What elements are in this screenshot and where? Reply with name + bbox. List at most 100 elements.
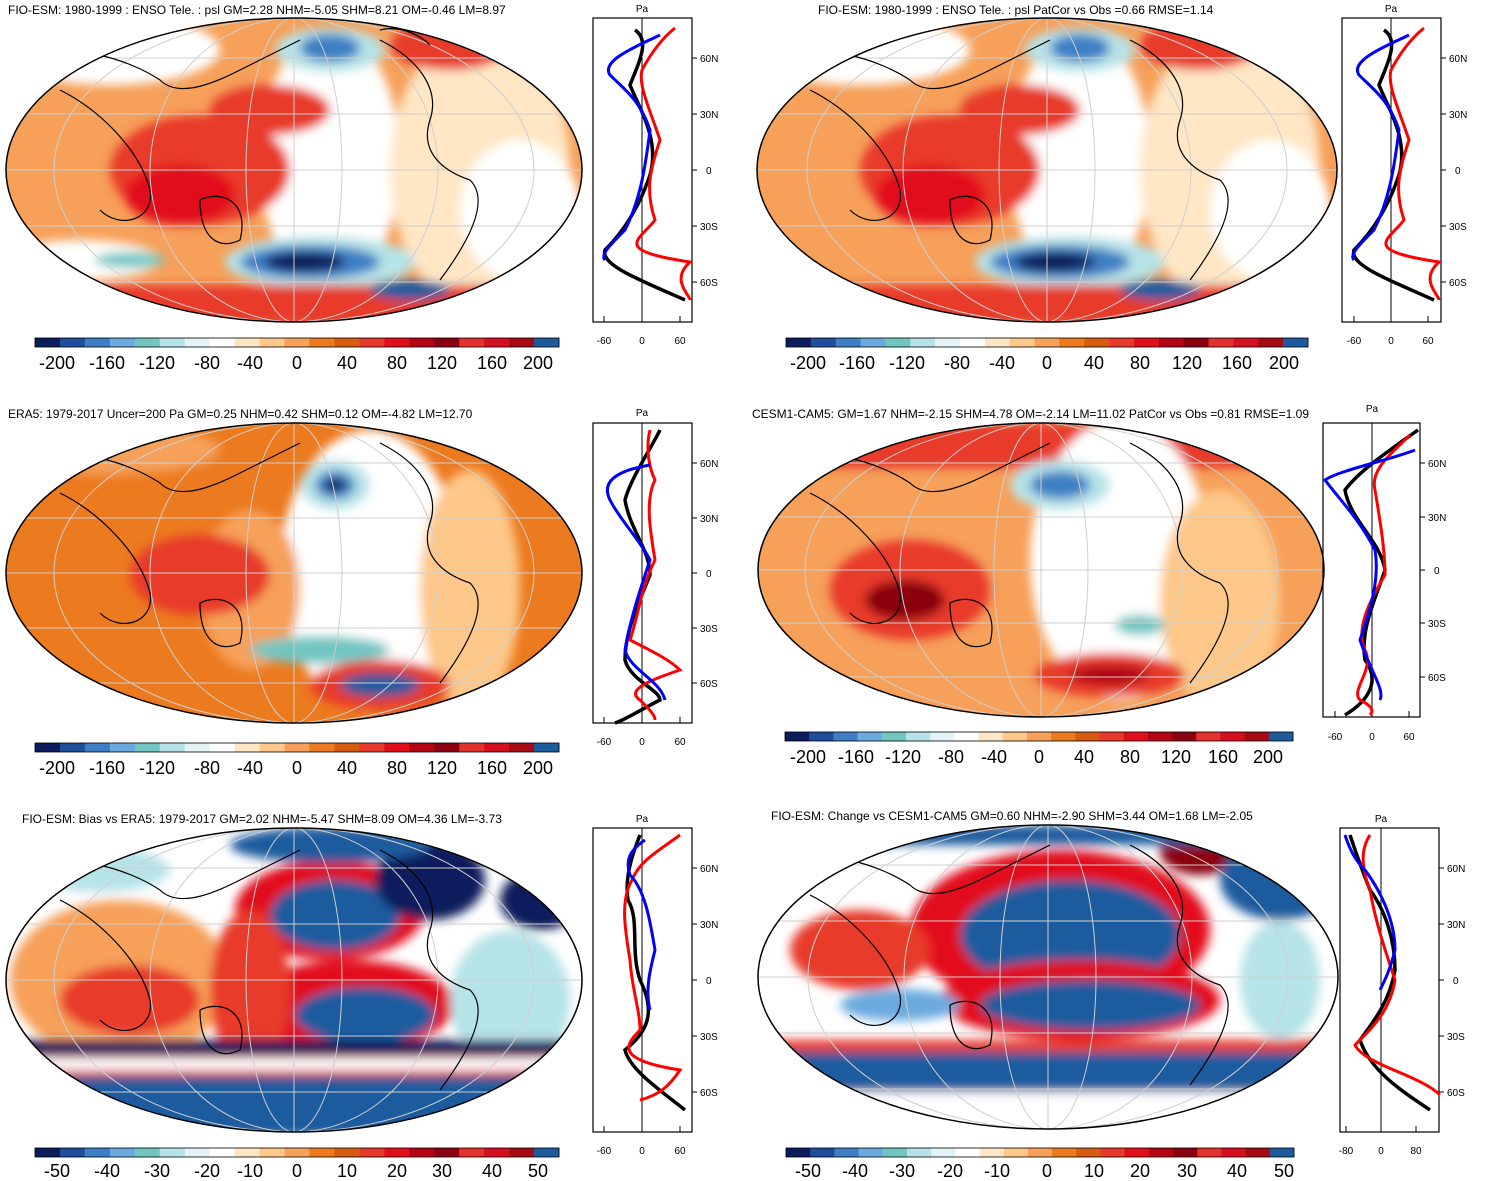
colorbar-cell: [960, 338, 986, 347]
map-border: [757, 422, 1325, 718]
colorbar-label: 40: [337, 353, 357, 373]
colorbar: -200 -160 -120 -80 -40 0 40 80 120 160 2…: [785, 337, 1309, 373]
colorbar-cell: [984, 338, 1011, 347]
x-tick-label: 80: [1410, 1146, 1422, 1157]
lat-label: 60N: [1447, 864, 1465, 875]
colorbar-cell: [1268, 732, 1294, 741]
colorbar: -50 -40 -30 -20 -10 0 10 20 30 40 50: [785, 1147, 1295, 1181]
colorbar-cell: [1196, 732, 1221, 741]
colorbar-cell: [1244, 732, 1270, 741]
colorbar-cell: [459, 743, 485, 752]
map: [5, 827, 583, 1133]
lat-label: 30S: [1447, 1032, 1465, 1043]
profile-line-obs-b: [1343, 834, 1397, 991]
x-tick-label: -60: [597, 1146, 612, 1157]
colorbar-cell: [84, 338, 111, 347]
colorbar-cell: [234, 338, 260, 347]
colorbar-cell: [910, 338, 936, 347]
zonal-profile: Pa 60N 30N 0 30S 60S -60 0 60: [1341, 4, 1467, 347]
colorbar-label: 200: [1253, 747, 1283, 767]
colorbar-label: 40: [337, 758, 357, 778]
colorbar-cell: [409, 338, 435, 347]
lat-label: 0: [706, 569, 712, 580]
profile-unit: Pa: [636, 408, 649, 419]
colorbar-cell: [334, 338, 360, 347]
panel-title: FIO-ESM: 1980-1999 : ENSO Tele. : psl Pa…: [818, 3, 1214, 17]
colorbar-cell: [434, 1148, 460, 1157]
colorbar-label: -40: [94, 1161, 120, 1181]
colorbar-cell: [1220, 732, 1246, 741]
colorbar-label: -40: [981, 747, 1007, 767]
colorbar-label: -80: [194, 758, 220, 778]
colorbar-cell: [59, 743, 86, 752]
colorbar-label: 160: [1222, 353, 1252, 373]
colorbar-labels: -200 -160 -120 -80 -40 0 40 80 120 160 2…: [39, 758, 553, 778]
lat-label: 60N: [700, 54, 718, 65]
colorbar-cell: [284, 338, 310, 347]
colorbar-label: 20: [387, 1161, 407, 1181]
colorbar-cell: [35, 338, 61, 347]
colorbar-cell: [1059, 338, 1085, 347]
colorbar-label: 40: [482, 1161, 502, 1181]
zonal-profile: Pa 60N 30N 0 30S 60S -60 0 60: [592, 814, 718, 1157]
lat-label: 60N: [1428, 459, 1446, 470]
colorbar-label: 80: [387, 353, 407, 373]
x-tick-label: -60: [597, 336, 612, 347]
colorbar-cell: [459, 338, 485, 347]
lat-label: 30S: [1449, 222, 1467, 233]
profile-line-obs-b: [606, 463, 667, 701]
x-tick-label: -60: [1347, 336, 1362, 347]
colorbar-label: -80: [944, 353, 970, 373]
colorbar-label: 80: [1120, 747, 1140, 767]
colorbar-label: -30: [144, 1161, 170, 1181]
colorbar-label: -80: [938, 747, 964, 767]
colorbar-cell: [384, 338, 410, 347]
colorbar-label: 0: [1042, 353, 1052, 373]
lat-label: 60S: [700, 679, 718, 690]
colorbar-cell: [35, 1148, 61, 1157]
profile-unit: Pa: [1375, 814, 1388, 825]
colorbar-label: -40: [989, 353, 1015, 373]
colorbar: -200 -160 -120 -80 -40 0 40 80 120 160 2…: [34, 742, 560, 778]
colorbar-label: 10: [337, 1161, 357, 1181]
colorbar-label: -20: [194, 1161, 220, 1181]
colorbar-labels: -50 -40 -30 -20 -10 0 10 20 30 40 50: [44, 1161, 548, 1181]
colorbar-cell: [384, 1148, 410, 1157]
lat-label: 0: [1434, 566, 1440, 577]
colorbar-cell: [284, 1148, 310, 1157]
colorbar-cell: [810, 1148, 835, 1157]
map: [757, 422, 1325, 718]
colorbar-label: 80: [387, 758, 407, 778]
colorbar-cell: [1233, 338, 1259, 347]
colorbar-cell: [184, 1148, 211, 1157]
colorbar-label: 30: [1177, 1161, 1197, 1181]
colorbar-label: 120: [427, 353, 457, 373]
colorbar-label: 40: [1074, 747, 1094, 767]
colorbar-label: -120: [139, 758, 175, 778]
lat-label: 60N: [1449, 54, 1467, 65]
colorbar-label: 50: [528, 1161, 548, 1181]
colorbar-cell: [1034, 338, 1060, 347]
lat-label: 0: [706, 166, 712, 177]
colorbar-label: -200: [39, 353, 75, 373]
colorbar-label: 40: [1084, 353, 1104, 373]
colorbar-cell: [209, 743, 236, 752]
colorbar-cell: [1100, 1148, 1126, 1157]
profile-line-obs-b: [626, 838, 657, 1011]
colorbar-cell: [459, 1148, 485, 1157]
panel-title: FIO-ESM: 1980-1999 : ENSO Tele. : psl GM…: [8, 3, 506, 17]
colorbar-cell: [1052, 1148, 1077, 1157]
colorbar-frame: [34, 337, 560, 348]
map-border: [5, 17, 583, 323]
x-tick-label: -80: [1339, 1146, 1354, 1157]
colorbar-cell: [159, 743, 186, 752]
colorbar-cell: [1258, 338, 1284, 347]
profile-line-obs-b: [1322, 448, 1416, 701]
colorbar-cell: [978, 732, 1004, 741]
lat-label: 30N: [1449, 110, 1467, 121]
lat-label: 60N: [700, 864, 718, 875]
colorbar-cell: [409, 743, 435, 752]
colorbar-cell: [59, 1148, 86, 1157]
colorbar-label: -80: [194, 353, 220, 373]
colorbar: -50 -40 -30 -20 -10 0 10 20 30 40 50: [34, 1147, 560, 1181]
